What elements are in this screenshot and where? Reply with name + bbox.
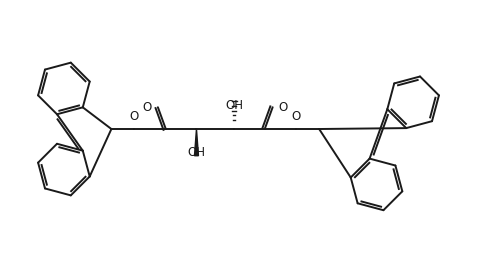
Text: O: O: [130, 110, 139, 123]
Polygon shape: [194, 129, 198, 156]
Text: O: O: [143, 101, 152, 114]
Text: O: O: [292, 110, 301, 123]
Text: OH: OH: [225, 99, 243, 112]
Text: O: O: [278, 101, 288, 114]
Text: OH: OH: [188, 146, 205, 159]
